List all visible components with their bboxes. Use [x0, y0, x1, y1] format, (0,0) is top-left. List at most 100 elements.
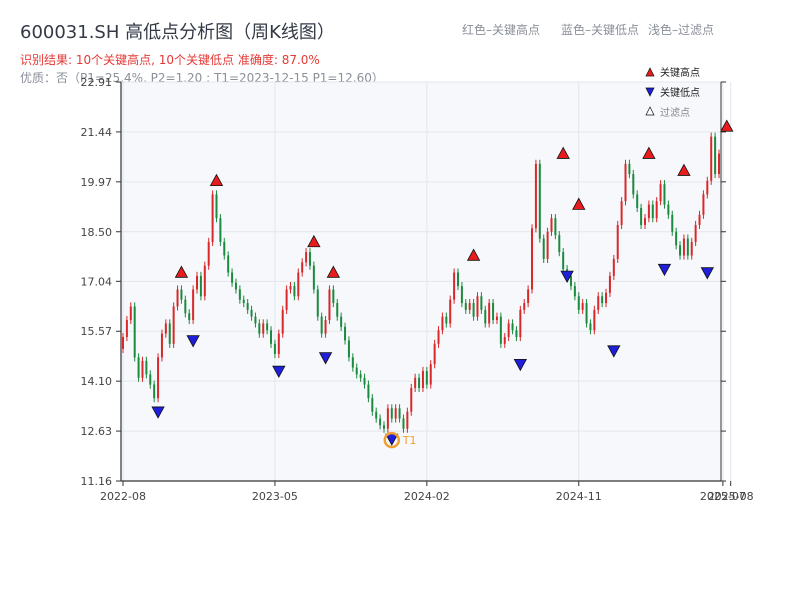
key-high-marker: [174, 265, 189, 278]
candle-body: [632, 174, 635, 195]
key-high-marker: [720, 119, 734, 132]
candle-body: [149, 374, 152, 385]
key-low-marker: [607, 345, 621, 358]
candle-body: [297, 272, 300, 297]
y-tick-label: 15.57: [81, 325, 113, 338]
candle-body: [667, 204, 670, 215]
candle-body: [550, 218, 553, 232]
candle-body: [273, 343, 276, 354]
key-low-marker: [318, 352, 333, 365]
candle-body: [176, 289, 179, 307]
candle-body: [624, 163, 627, 202]
candle-body: [511, 323, 514, 331]
axes: 11.16 12.63 14.10 15.57 17.04 18.50 19.97 21.44…: [81, 76, 754, 503]
key-high-marker: [642, 146, 656, 159]
candle-body: [394, 408, 397, 419]
candle-body: [367, 384, 370, 399]
candle-body: [347, 340, 350, 358]
candle-body: [647, 204, 650, 219]
key-low-marker: [151, 406, 165, 419]
candle-body: [289, 286, 292, 290]
candle-body: [495, 316, 498, 321]
candle-body: [663, 184, 666, 205]
candle-body: [484, 309, 487, 324]
candle-body: [153, 384, 156, 399]
candle-body: [425, 370, 428, 385]
candle-body: [597, 296, 600, 310]
candle-body: [355, 367, 358, 375]
candle-body: [375, 411, 378, 419]
candle-body: [328, 289, 331, 321]
key-high-marker: [556, 146, 570, 159]
key-low-marker: [657, 263, 672, 277]
candle-body: [686, 238, 689, 256]
candle-body: [414, 377, 417, 388]
candle-body: [523, 303, 526, 310]
legend-high-label: 关键高点: [660, 66, 700, 79]
candle-body: [628, 163, 631, 175]
candle-body: [406, 411, 409, 429]
candle-body: [266, 323, 269, 331]
candle-body: [308, 252, 311, 266]
candle-body: [301, 262, 304, 273]
candle-body: [437, 330, 440, 344]
y-tick-label: 11.16: [81, 475, 113, 488]
candle-body: [238, 289, 241, 300]
candle-body: [351, 357, 354, 368]
candle-body: [199, 275, 202, 297]
x-tick-label: 2025-08: [708, 490, 754, 503]
candle-body: [679, 245, 682, 256]
key-point-markers: T1: [151, 119, 734, 449]
candle-body: [616, 224, 619, 259]
candle-body: [371, 398, 374, 412]
candle-body: [254, 316, 257, 324]
x-tick-label: 2022-08: [100, 490, 146, 503]
candle-body: [293, 286, 296, 297]
candle-body: [164, 323, 167, 334]
candle-body: [710, 136, 713, 181]
x-tick-label: 2023-05: [252, 490, 298, 503]
candle-body: [515, 330, 518, 338]
color-note-filtered: 浅色–过滤点: [648, 23, 715, 37]
candle-body: [690, 241, 693, 256]
candle-body: [390, 408, 393, 419]
candle-body: [675, 231, 678, 246]
y-tick-label: 18.50: [81, 226, 113, 239]
candle-body: [558, 235, 561, 253]
candle-body: [589, 323, 592, 331]
candle-body: [211, 194, 214, 242]
candle-body: [655, 201, 658, 219]
candle-body: [172, 306, 175, 344]
candle-body: [246, 303, 249, 310]
candle-body: [336, 303, 339, 317]
candle-body: [379, 418, 382, 426]
candle-body: [682, 238, 685, 256]
candle-body: [122, 337, 124, 349]
candle-body: [196, 275, 199, 290]
candle-body: [129, 306, 132, 321]
candle-body: [402, 418, 405, 429]
candle-body: [573, 286, 576, 297]
candle-body: [133, 306, 136, 358]
candle-body: [527, 289, 530, 304]
key-high-marker: [572, 197, 586, 210]
legend-filtered-icon: [645, 106, 655, 116]
candle-body: [441, 316, 444, 331]
y-tick-label: 12.63: [81, 425, 113, 438]
candle-body: [340, 316, 343, 327]
candle-body: [620, 201, 623, 225]
candle-body: [480, 296, 483, 310]
candle-body: [476, 296, 479, 317]
candle-body: [581, 303, 584, 310]
candle-body: [386, 408, 389, 429]
key-low-marker: [700, 267, 714, 280]
y-tick-label: 17.04: [81, 275, 113, 288]
candle-body: [223, 241, 226, 256]
candle-body: [585, 303, 588, 324]
candle-body: [433, 343, 436, 365]
candle-body: [363, 377, 366, 385]
key-low-marker: [560, 270, 574, 283]
candle-body: [608, 275, 611, 293]
candle-body: [651, 204, 654, 219]
candle-body: [145, 360, 148, 375]
